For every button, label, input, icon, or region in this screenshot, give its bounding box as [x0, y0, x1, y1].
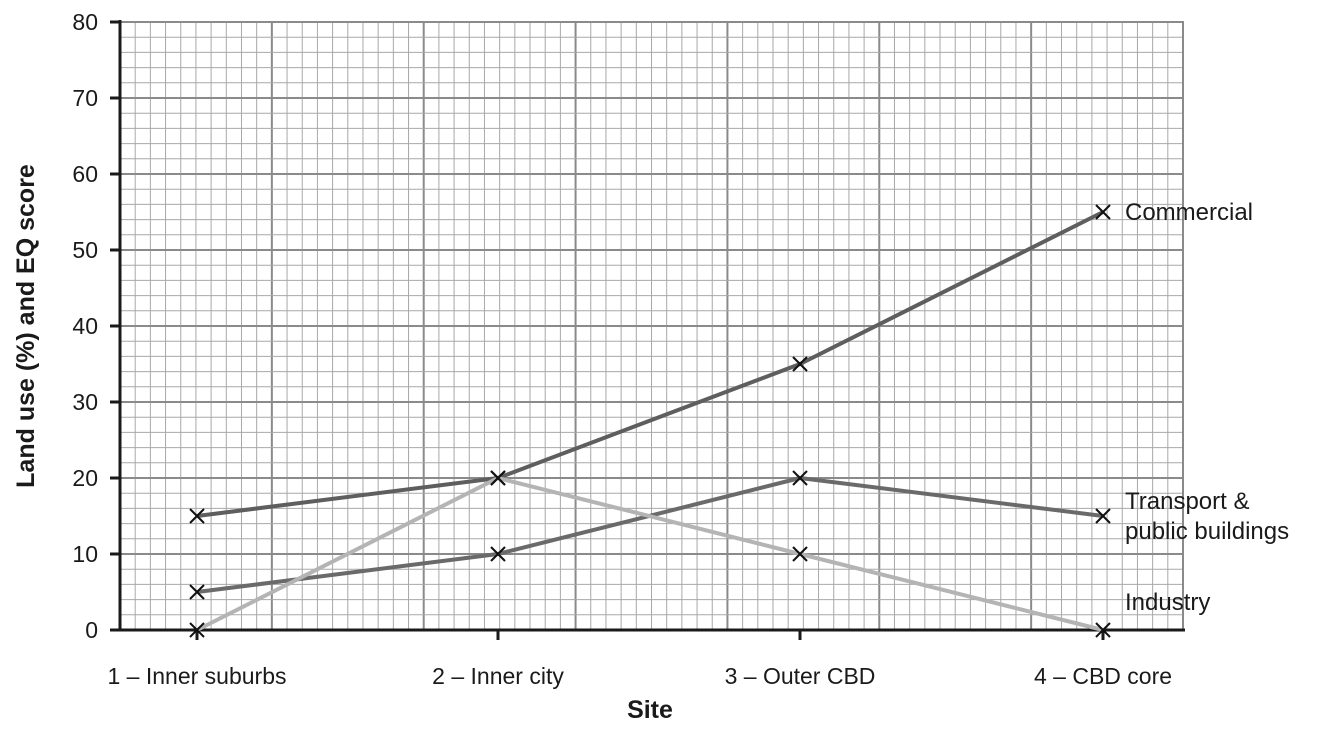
marker-stroke: [792, 356, 808, 372]
marker-stroke: [490, 546, 506, 562]
y-axis-title: Land use (%) and EQ score: [12, 164, 40, 488]
series-line: [196, 476, 1104, 632]
marker-stroke: [792, 470, 808, 486]
series-label-line: Transport &: [1125, 488, 1250, 515]
data-point-marker: [1095, 508, 1111, 524]
marker-stroke: [189, 622, 205, 638]
x-tick-label: 4 – CBD core: [1034, 663, 1172, 689]
y-tick-label: 70: [72, 85, 98, 111]
series-label-line: Industry: [1125, 589, 1210, 616]
series-line: [196, 210, 1104, 518]
series-label-line: Commercial: [1125, 199, 1253, 226]
y-tick-label: 10: [72, 541, 98, 567]
x-tick-label: 1 – Inner suburbs: [107, 663, 286, 689]
marker-stroke: [1095, 204, 1111, 220]
series-label: Industry: [1125, 589, 1210, 616]
y-tick-labels: 0 10 20 30 40 50 60 70 80: [72, 9, 98, 643]
marker-stroke: [1095, 508, 1111, 524]
y-tick-label: 80: [72, 9, 98, 35]
data-point-marker: [792, 470, 808, 486]
data-point-marker: [1095, 204, 1111, 220]
series-markers: [189, 204, 1111, 638]
x-tick-label: 3 – Outer CBD: [725, 663, 876, 689]
series-label-line: public buildings: [1125, 518, 1289, 545]
series-label: Transport & public buildings: [1125, 488, 1289, 545]
x-tick-label: 2 – Inner city: [432, 663, 564, 689]
data-point-marker: [792, 546, 808, 562]
y-tick-label: 50: [72, 237, 98, 263]
data-point-marker: [189, 622, 205, 638]
y-tick-label: 60: [72, 161, 98, 187]
y-tick-label: 20: [72, 465, 98, 491]
data-point-marker: [792, 356, 808, 372]
chart-axes: [110, 20, 1185, 640]
data-point-marker: [490, 546, 506, 562]
plot-grid: [119, 21, 1184, 631]
data-point-marker: [490, 470, 506, 486]
marker-stroke: [792, 546, 808, 562]
y-tick-label: 40: [72, 313, 98, 339]
series-labels: Commercial Transport & public buildings Ind…: [1125, 199, 1289, 616]
marker-stroke: [490, 470, 506, 486]
y-tick-label: 0: [85, 617, 98, 643]
x-tick-labels: 1 – Inner suburbs 2 – Inner city 3 – Outer…: [107, 663, 1172, 689]
data-point-marker: [189, 584, 205, 600]
data-point-marker: [1095, 622, 1111, 638]
marker-stroke: [1095, 622, 1111, 638]
x-axis-title: Site: [627, 696, 673, 724]
series-label: Commercial: [1125, 199, 1253, 226]
marker-stroke: [189, 584, 205, 600]
y-tick-label: 30: [72, 389, 98, 415]
series-lines: [196, 210, 1104, 632]
data-point-marker: [189, 508, 205, 524]
marker-stroke: [189, 508, 205, 524]
